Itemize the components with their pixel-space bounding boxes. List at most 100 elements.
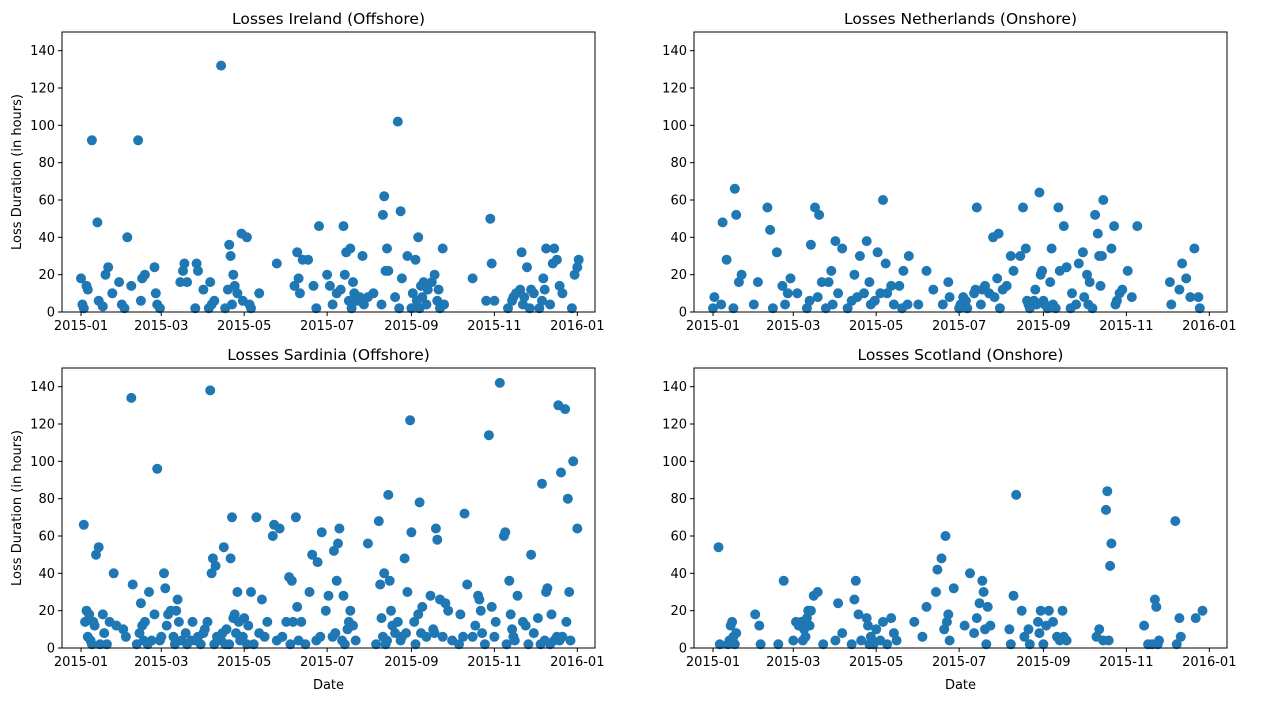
x-tick-label: 2015-03 <box>134 319 188 334</box>
data-point <box>251 512 262 523</box>
data-point <box>1024 639 1035 650</box>
data-point <box>383 265 394 276</box>
y-tick-label: 20 <box>670 604 687 619</box>
data-point <box>978 587 989 597</box>
y-tick-label: 140 <box>662 380 687 395</box>
data-point <box>459 508 470 519</box>
axes-sardinia: Losses Sardinia (Offshore) Loss Duration… <box>10 346 604 693</box>
data-point <box>489 631 500 642</box>
data-point <box>221 624 232 635</box>
data-point <box>522 262 532 273</box>
data-point <box>262 616 273 627</box>
data-point <box>975 299 986 310</box>
y-tick-label: 40 <box>670 231 687 246</box>
data-point <box>93 542 104 553</box>
data-point <box>241 232 252 243</box>
data-point <box>1106 243 1117 254</box>
data-point <box>89 620 100 631</box>
data-point <box>311 303 322 314</box>
data-point <box>573 254 584 265</box>
data-point <box>509 635 520 646</box>
data-point <box>788 635 799 646</box>
data-point <box>133 135 144 146</box>
data-point <box>871 624 882 635</box>
data-point <box>322 269 333 280</box>
data-point <box>941 616 952 627</box>
data-point <box>437 631 448 642</box>
data-point <box>534 303 545 314</box>
data-point <box>878 616 888 627</box>
data-point <box>232 587 243 597</box>
data-point <box>414 497 425 508</box>
data-point <box>339 639 350 650</box>
data-point <box>483 430 494 441</box>
data-point <box>546 609 557 620</box>
data-point <box>290 512 301 523</box>
data-point <box>778 575 789 586</box>
data-point <box>475 605 486 616</box>
data-point <box>1122 265 1133 276</box>
x-axis-label: Date <box>945 678 976 693</box>
y-tick-label: 0 <box>47 642 55 657</box>
data-point <box>149 262 160 273</box>
data-point <box>371 639 382 650</box>
data-point <box>477 628 488 639</box>
x-tick-label: 2015-01 <box>54 319 108 334</box>
data-point <box>564 587 575 597</box>
data-point <box>782 288 793 299</box>
data-point <box>350 635 361 646</box>
data-point <box>267 531 278 541</box>
data-point <box>1102 486 1113 497</box>
x-tick-label: 2015-05 <box>217 319 271 334</box>
data-point <box>386 605 396 616</box>
data-point <box>494 377 505 388</box>
data-point <box>716 299 727 310</box>
data-point <box>944 635 955 646</box>
data-point <box>490 616 501 627</box>
data-point <box>103 262 114 273</box>
data-point <box>878 195 888 205</box>
data-point <box>225 553 236 564</box>
x-tick-label: 2016-01 <box>1182 655 1236 670</box>
data-point <box>383 489 394 500</box>
data-point <box>343 295 354 306</box>
data-point <box>1193 292 1204 303</box>
data-point <box>891 635 902 646</box>
data-point <box>1154 635 1164 646</box>
data-point <box>992 273 1003 284</box>
data-point <box>1067 288 1077 299</box>
data-point <box>729 639 740 650</box>
data-point <box>409 616 420 627</box>
data-point <box>541 243 552 254</box>
y-tick-label: 60 <box>38 194 55 209</box>
scatter-points <box>78 377 583 650</box>
data-point <box>485 213 496 224</box>
data-point <box>1005 251 1016 261</box>
data-point <box>1077 247 1088 258</box>
data-point <box>557 288 568 299</box>
data-point <box>440 598 451 609</box>
data-point <box>1149 594 1160 605</box>
y-tick-label: 80 <box>670 156 687 171</box>
data-point <box>114 277 125 288</box>
data-point <box>1096 251 1107 261</box>
axes-frame <box>693 31 1228 313</box>
data-point <box>1166 299 1177 310</box>
data-point <box>161 620 172 631</box>
data-point <box>748 299 759 310</box>
data-point <box>545 299 556 310</box>
data-point <box>1008 590 1019 601</box>
data-point <box>830 236 841 247</box>
x-tick-label: 2016-01 <box>550 319 604 334</box>
y-tick-label: 40 <box>38 567 55 582</box>
data-point <box>538 273 549 284</box>
x-tick-label: 2015-09 <box>1016 655 1070 670</box>
y-tick-label: 20 <box>38 604 55 619</box>
data-point <box>254 288 265 299</box>
y-tick-label: 80 <box>670 492 687 507</box>
data-point <box>320 605 331 616</box>
data-point <box>486 258 497 269</box>
data-point <box>191 258 202 269</box>
data-point <box>1101 504 1111 515</box>
